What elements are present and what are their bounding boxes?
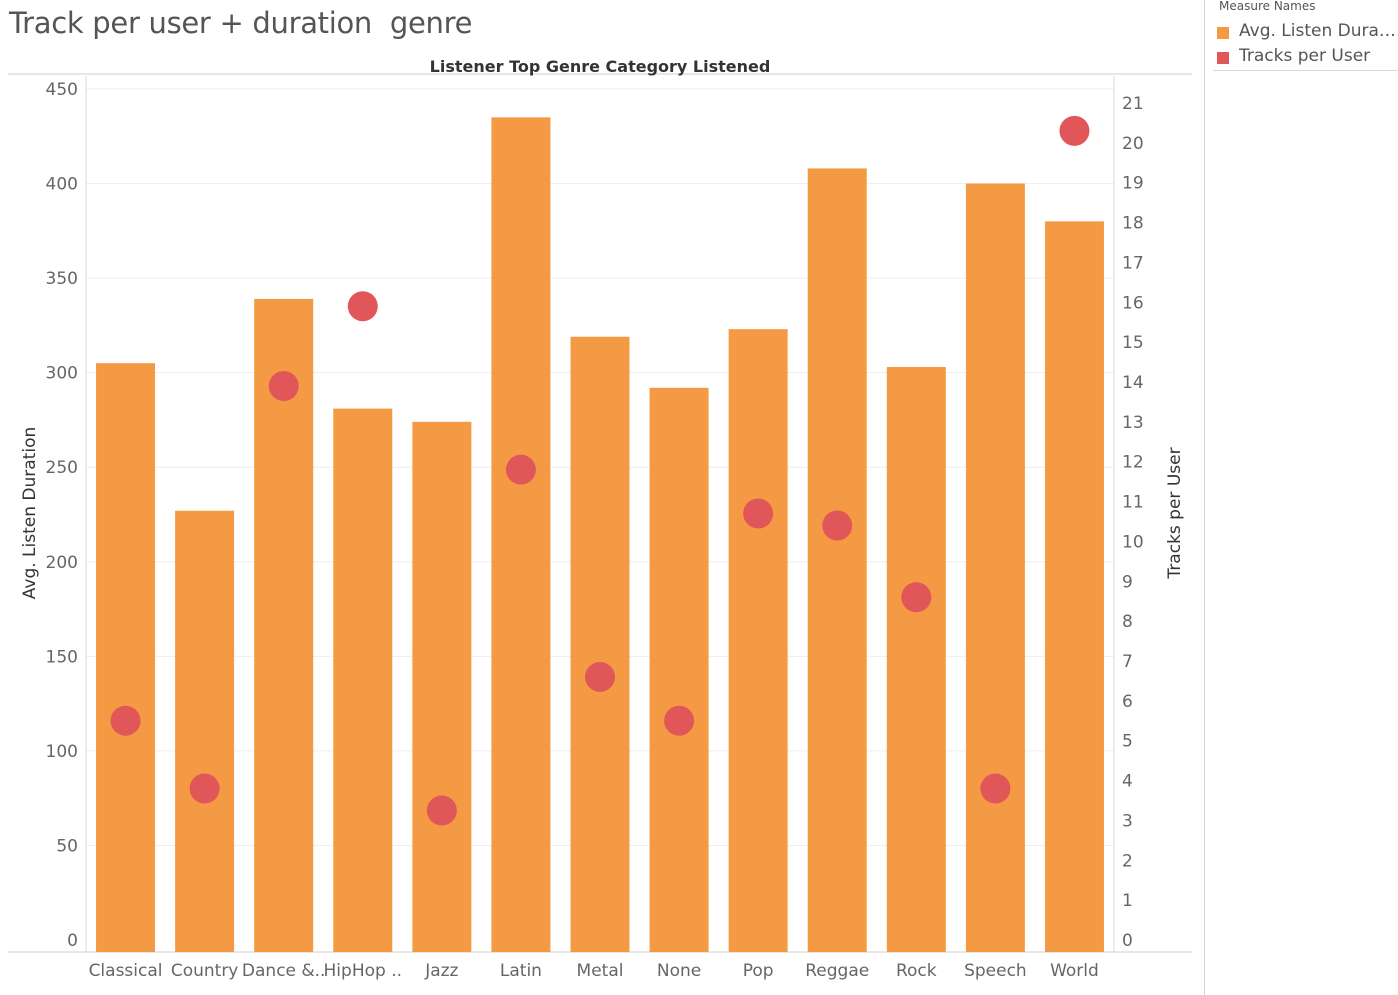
y2-tick-label: 5 [1122,732,1133,752]
y2-tick-label: 17 [1122,253,1144,273]
bar-series [96,117,1104,953]
legend-item-tracks-per-user[interactable]: Tracks per User [1217,46,1398,70]
bar-1[interactable] [175,510,235,952]
bar-4[interactable] [412,421,472,952]
legend-swatch [1217,52,1229,64]
x-tick-label: Speech [964,961,1027,981]
y2-tick-label: 16 [1122,293,1144,313]
y2-tick-label: 13 [1122,413,1144,433]
x-tick-label: Metal [577,961,624,981]
y-tick-label: 300 [46,364,78,384]
x-tick-label: Country [171,961,239,981]
y2-tick-label: 9 [1122,572,1133,592]
circle-point-6[interactable] [585,661,615,692]
dual-axis-chart: Listener Top Genre Category Listened 050… [8,57,1192,981]
chart-title: Listener Top Genre Category Listened [430,57,771,76]
page-title: Track per user + duration genre [9,6,473,40]
circle-point-8[interactable] [743,498,774,529]
y2-tick-label: 19 [1122,174,1144,194]
x-tick-label: Rock [896,961,937,981]
circle-point-1[interactable] [189,773,220,804]
right-axis-label: Tracks per User [1165,447,1185,579]
x-tick-label: Jazz [424,961,458,981]
legend-panel: Measure Names Avg. Listen Durati.. Track… [1204,0,1398,995]
x-tick-label: HipHop .. [324,961,402,981]
x-tick-label: World [1050,961,1099,981]
y2-tick-label: 10 [1122,532,1144,552]
legend-swatch [1217,27,1229,39]
y2-tick-label: 20 [1122,134,1144,154]
circle-series [110,115,1090,826]
y2-tick-label: 1 [1122,891,1133,911]
y2-tick-label: 0 [1122,931,1133,951]
y-tick-label: 150 [46,647,78,667]
left-axis-label: Avg. Listen Duration [20,427,40,599]
circle-point-0[interactable] [110,705,141,736]
x-tick-label: Latin [500,961,542,981]
y2-tick-label: 11 [1122,493,1144,513]
bar-5[interactable] [491,117,551,952]
circle-point-2[interactable] [268,370,299,401]
x-tick-label: Pop [743,961,774,981]
y-tick-label: 450 [46,80,78,100]
circle-point-5[interactable] [505,454,536,485]
y-tick-label: 0 [67,931,78,951]
y-tick-label: 200 [46,553,78,573]
circle-point-10[interactable] [901,582,932,613]
x-tick-label: None [657,961,701,981]
legend-title: Measure Names [1219,0,1316,13]
y2-tick-label: 15 [1122,333,1144,353]
bar-11[interactable] [965,183,1025,953]
legend[interactable]: Measure Names Avg. Listen Durati.. Track… [1213,0,1398,71]
y2-tick-label: 8 [1122,612,1133,632]
bar-6[interactable] [570,336,630,952]
y2-tick-label: 14 [1122,373,1144,393]
circle-point-11[interactable] [980,773,1011,804]
bar-2[interactable] [254,298,314,952]
x-tick-label: Dance &.. [242,961,326,981]
circle-point-3[interactable] [347,291,378,322]
legend-label: Tracks per User [1239,46,1371,66]
bar-8[interactable] [728,329,788,952]
legend-item-avg-listen-duration[interactable]: Avg. Listen Durati.. [1217,21,1398,45]
category-axis-labels: Classical Country Dance &..HipHop .. Jazz La… [89,961,1099,981]
bar-12[interactable] [1044,221,1104,952]
bar-9[interactable] [807,168,867,953]
y2-tick-label: 6 [1122,692,1133,712]
x-tick-label: Classical [89,961,163,981]
y2-tick-label: 21 [1122,94,1144,114]
bar-10[interactable] [886,366,946,952]
y2-tick-label: 3 [1122,811,1133,831]
y2-tick-label: 12 [1122,453,1144,473]
y2-tick-label: 18 [1122,214,1144,234]
y2-tick-label: 2 [1122,851,1133,871]
legend-label: Avg. Listen Durati.. [1239,21,1398,41]
circle-point-9[interactable] [822,510,853,541]
circle-point-4[interactable] [426,795,457,826]
y-tick-label: 100 [46,742,78,762]
y2-tick-label: 4 [1122,772,1133,792]
y-tick-label: 400 [46,175,78,195]
y-tick-label: 50 [56,836,78,856]
bar-0[interactable] [96,363,156,952]
x-tick-label: Reggae [805,961,869,981]
bar-3[interactable] [333,408,393,952]
y-tick-label: 350 [46,269,78,289]
bar-7[interactable] [649,387,709,953]
y2-tick-label: 7 [1122,652,1133,672]
circle-point-12[interactable] [1059,115,1090,146]
y-tick-label: 250 [46,458,78,478]
left-axis-ticks: 0 50 100 150 200 250 300 350 400 450 [46,80,78,951]
circle-point-7[interactable] [664,705,695,736]
